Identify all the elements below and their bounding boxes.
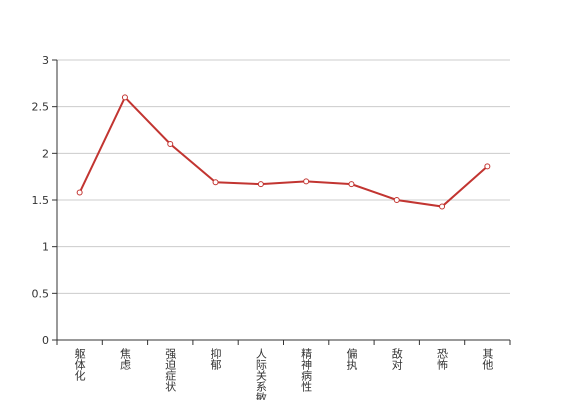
point	[439, 203, 446, 210]
point	[348, 181, 355, 188]
x-tick-label: 躯体化	[73, 348, 86, 382]
y-tick-label: 2.5	[32, 101, 50, 114]
x-tick-label: 恐怖	[436, 348, 449, 370]
point	[212, 179, 219, 186]
y-tick-label: 3	[42, 54, 49, 67]
x-tick-label: 偏执	[345, 347, 358, 371]
point	[393, 197, 400, 203]
point	[303, 178, 310, 185]
point	[167, 141, 174, 147]
x-tick-label: 精神病性	[300, 348, 313, 393]
point	[76, 189, 83, 196]
x-tick-label: 抑郁	[209, 347, 222, 370]
x-tick-label: 焦虑	[118, 348, 131, 370]
y-tick-label: 0.5	[32, 287, 50, 300]
y-tick-label: 1	[42, 241, 49, 254]
x-tick-label: 其他	[481, 348, 494, 370]
point	[484, 163, 491, 170]
y-tick-label: 0	[42, 334, 49, 347]
x-tick-label: 敌对	[390, 347, 403, 370]
point	[121, 94, 128, 101]
x-tick-label: 强迫症状	[164, 348, 177, 392]
y-tick-label: 1.5	[32, 194, 50, 207]
x-tick-label: 人际关系敏感	[254, 348, 267, 400]
line	[78, 95, 489, 208]
point	[257, 181, 264, 188]
y-tick-label: 2	[42, 147, 49, 160]
